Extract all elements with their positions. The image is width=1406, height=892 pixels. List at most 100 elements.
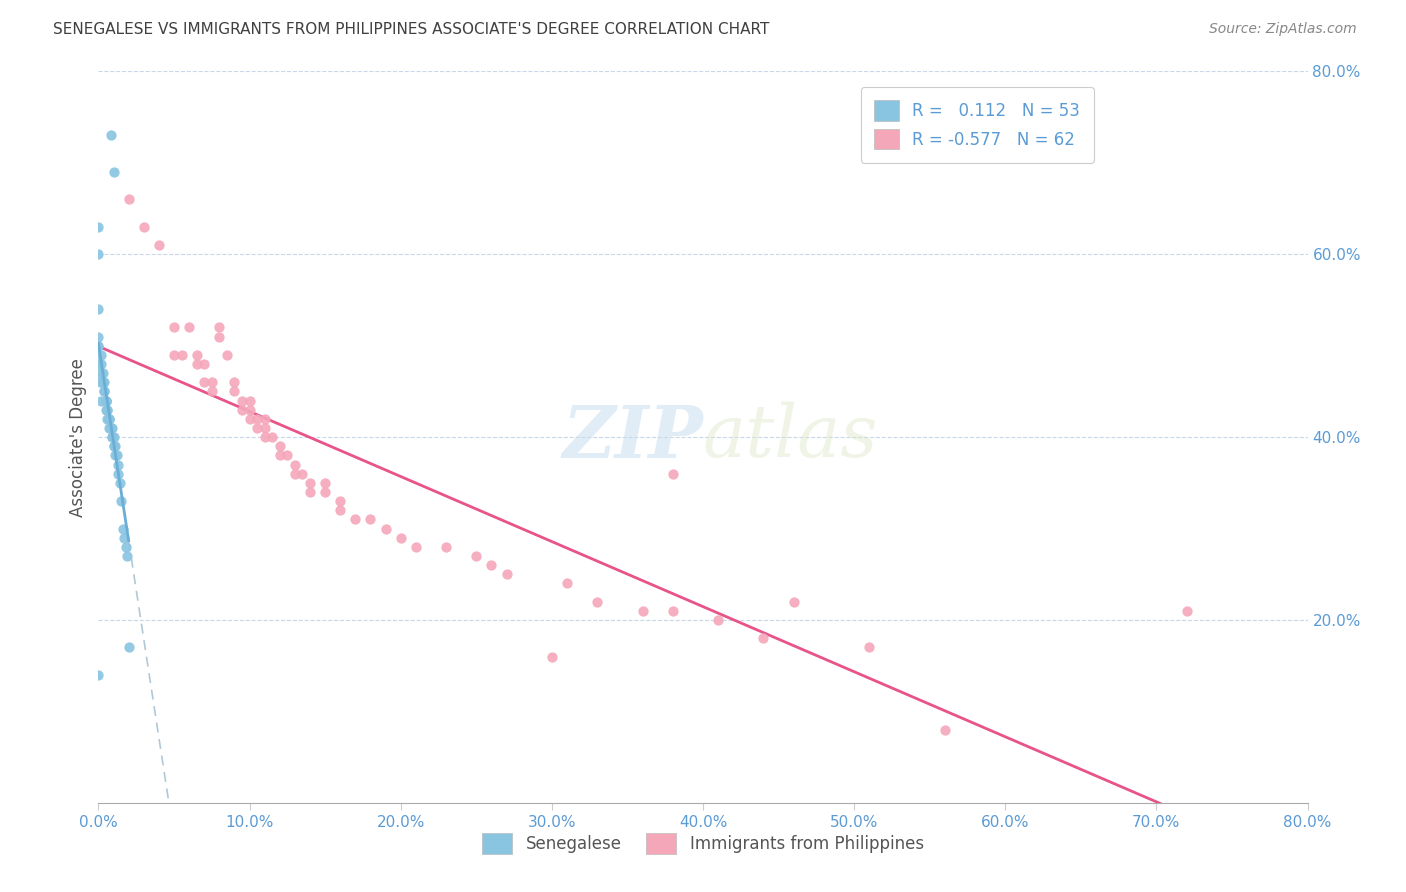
- Point: [100, 128, 122, 143]
- Point: [540, 649, 562, 664]
- Point: [186, 357, 208, 371]
- Point: [231, 402, 253, 417]
- Point: [87, 219, 110, 234]
- Point: [107, 467, 129, 481]
- Point: [465, 549, 488, 563]
- Point: [246, 421, 269, 435]
- Point: [231, 393, 253, 408]
- Point: [934, 723, 956, 737]
- Point: [93, 384, 115, 399]
- Point: [389, 531, 412, 545]
- Point: [98, 412, 121, 426]
- Point: [201, 384, 224, 399]
- Point: [87, 301, 110, 317]
- Point: [239, 402, 262, 417]
- Point: [118, 192, 141, 206]
- Point: [93, 384, 115, 399]
- Text: atlas: atlas: [703, 401, 879, 473]
- Point: [96, 412, 118, 426]
- Text: SENEGALESE VS IMMIGRANTS FROM PHILIPPINES ASSOCIATE'S DEGREE CORRELATION CHART: SENEGALESE VS IMMIGRANTS FROM PHILIPPINE…: [53, 22, 770, 37]
- Point: [239, 393, 262, 408]
- Text: ZIP: ZIP: [562, 401, 703, 473]
- Point: [179, 320, 201, 334]
- Point: [103, 430, 125, 444]
- Point: [94, 393, 117, 408]
- Point: [89, 366, 111, 380]
- Point: [215, 348, 238, 362]
- Point: [163, 320, 186, 334]
- Point: [91, 366, 114, 380]
- Point: [284, 467, 307, 481]
- Point: [103, 439, 125, 453]
- Point: [253, 421, 276, 435]
- Point: [1175, 604, 1198, 618]
- Point: [291, 467, 314, 481]
- Point: [208, 320, 231, 334]
- Point: [101, 430, 124, 444]
- Point: [110, 494, 132, 508]
- Point: [94, 402, 117, 417]
- Point: [87, 667, 110, 681]
- Point: [118, 640, 141, 655]
- Point: [360, 512, 382, 526]
- Point: [239, 412, 262, 426]
- Point: [405, 540, 427, 554]
- Point: [586, 594, 609, 608]
- Point: [707, 613, 730, 627]
- Point: [329, 503, 352, 517]
- Point: [170, 348, 193, 362]
- Point: [96, 402, 118, 417]
- Point: [246, 412, 269, 426]
- Point: [186, 348, 208, 362]
- Point: [661, 467, 683, 481]
- Point: [253, 412, 276, 426]
- Point: [107, 458, 129, 472]
- Point: [481, 558, 503, 573]
- Point: [93, 375, 115, 389]
- Point: [858, 640, 880, 655]
- Point: [253, 430, 276, 444]
- Point: [276, 448, 298, 462]
- Point: [87, 338, 110, 352]
- Point: [299, 475, 322, 490]
- Point: [344, 512, 367, 526]
- Point: [94, 393, 117, 408]
- Text: Source: ZipAtlas.com: Source: ZipAtlas.com: [1209, 22, 1357, 37]
- Point: [163, 348, 186, 362]
- Point: [224, 384, 246, 399]
- Point: [661, 604, 683, 618]
- Point: [269, 439, 291, 453]
- Point: [87, 329, 110, 343]
- Point: [98, 421, 121, 435]
- Point: [90, 348, 112, 362]
- Point: [224, 375, 246, 389]
- Point: [104, 448, 127, 462]
- Point: [103, 439, 125, 453]
- Point: [201, 375, 224, 389]
- Point: [91, 375, 114, 389]
- Point: [90, 357, 112, 371]
- Point: [94, 393, 117, 408]
- Point: [314, 475, 336, 490]
- Point: [112, 531, 135, 545]
- Point: [94, 393, 117, 408]
- Point: [87, 247, 110, 261]
- Point: [114, 540, 136, 554]
- Point: [434, 540, 457, 554]
- Point: [101, 430, 124, 444]
- Point: [783, 594, 806, 608]
- Point: [374, 521, 396, 535]
- Point: [108, 475, 131, 490]
- Point: [193, 375, 215, 389]
- Point: [495, 567, 517, 582]
- Point: [91, 375, 114, 389]
- Legend: Senegalese, Immigrants from Philippines: Senegalese, Immigrants from Philippines: [475, 827, 931, 860]
- Point: [752, 632, 775, 646]
- Point: [284, 458, 307, 472]
- Point: [90, 393, 112, 408]
- Point: [314, 485, 336, 500]
- Point: [269, 448, 291, 462]
- Y-axis label: Associate's Degree: Associate's Degree: [69, 358, 87, 516]
- Point: [132, 219, 155, 234]
- Point: [115, 549, 138, 563]
